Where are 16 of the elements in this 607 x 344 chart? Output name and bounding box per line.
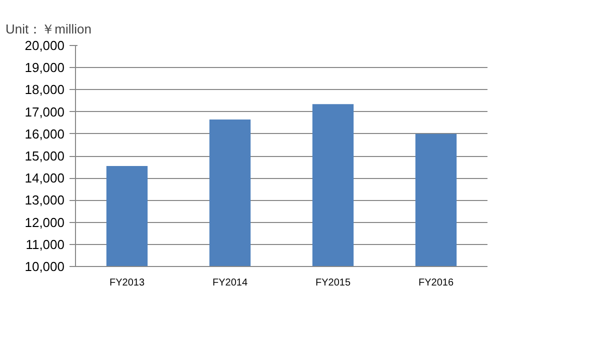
- y-tick-label: 17,000: [24, 104, 65, 120]
- x-tick-label: FY2016: [418, 278, 454, 288]
- y-tick-label: 12,000: [24, 214, 65, 230]
- y-tick-label: 14,000: [24, 170, 65, 186]
- y-tick-label: 20,000: [24, 38, 65, 53]
- y-tick-label: 16,000: [24, 126, 65, 142]
- y-tick-label: 19,000: [24, 60, 65, 76]
- y-tick-label: 15,000: [24, 148, 65, 164]
- y-tick-label: 11,000: [26, 236, 64, 252]
- x-tick-label: FY2013: [109, 278, 145, 288]
- x-tick-label: FY2015: [315, 278, 351, 288]
- y-tick-label: 10,000: [24, 259, 65, 274]
- y-tick-label: 13,000: [24, 192, 65, 208]
- chart-title: Unit：￥million: [6, 22, 92, 36]
- y-tick-label: 18,000: [24, 82, 65, 98]
- x-tick-label: FY2014: [212, 278, 248, 288]
